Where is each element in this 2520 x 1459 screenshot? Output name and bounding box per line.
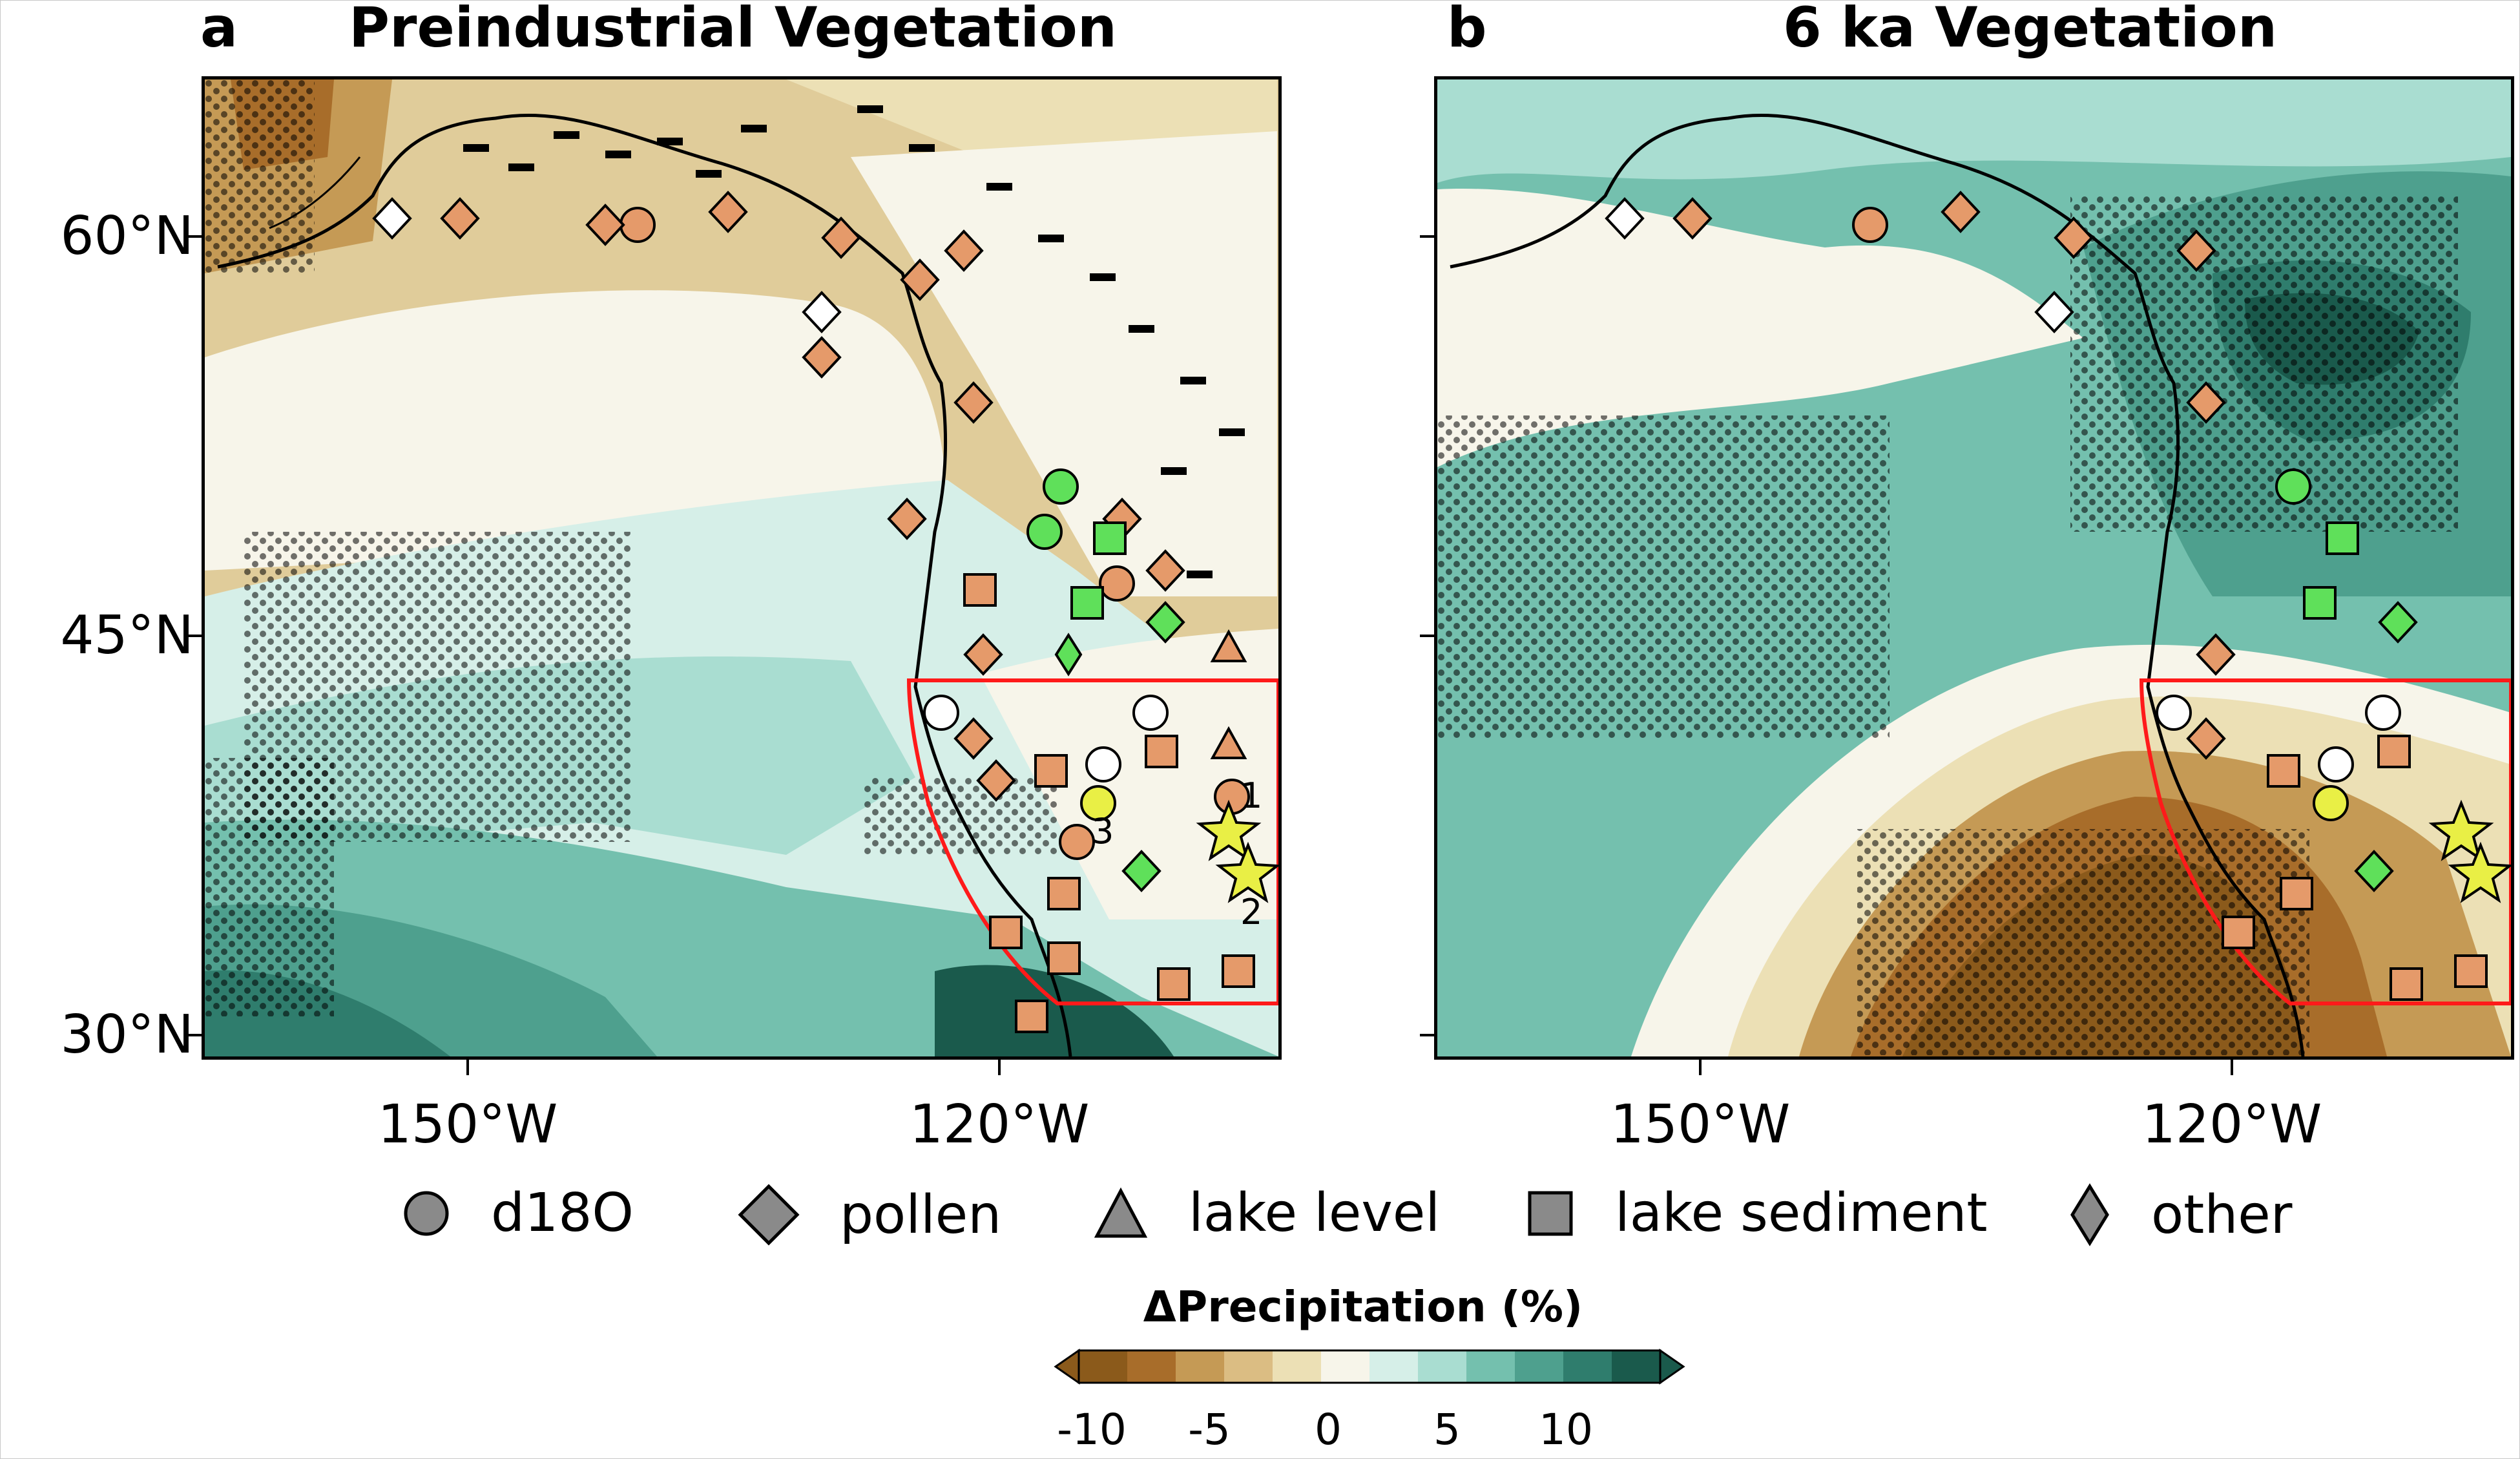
- site-number-3: 3: [1092, 811, 1114, 852]
- lat-tick: [187, 235, 203, 238]
- lat-tick: [1420, 1034, 1435, 1036]
- lon-label-a-150w: 150°W: [377, 1094, 558, 1155]
- colorbar: [1054, 1349, 1685, 1385]
- stipple-bering: [205, 79, 315, 273]
- lat-tick: [1420, 635, 1435, 637]
- coastline-detail: [269, 156, 361, 229]
- map-a-svg: [205, 79, 1278, 1056]
- lon-tick: [998, 1060, 1001, 1075]
- stipple-southwest: [205, 758, 334, 1016]
- colorbar-extend-low: [1054, 1349, 1080, 1385]
- map-panel-b: [1434, 76, 2514, 1060]
- lat-label-60n: 60°N: [60, 205, 194, 267]
- colorbar-tick-label: -5: [1188, 1405, 1231, 1454]
- legend-label-d18o: d18O: [491, 1182, 634, 1244]
- lat-label-30n: 30°N: [60, 1004, 194, 1065]
- square-icon: [1528, 1191, 1573, 1235]
- legend-label-lake-sediment: lake sediment: [1615, 1182, 1988, 1244]
- panel-b-letter: b: [1447, 0, 1487, 60]
- legend-item-pollen: pollen: [736, 1182, 1001, 1247]
- colorbar-segment: [1079, 1350, 1128, 1383]
- panel-a-title: Preindustrial Vegetation: [349, 0, 1118, 60]
- colorbar-segment: [1176, 1350, 1225, 1383]
- stipple-ocean: [1437, 415, 1890, 739]
- lon-label-b-120w: 120°W: [2141, 1094, 2322, 1155]
- field-neutral-west: [1437, 189, 2083, 467]
- map-panel-a: [202, 76, 1282, 1060]
- coastline: [1450, 113, 2305, 1056]
- thin-diamond-icon: [2070, 1183, 2109, 1246]
- colorbar-tick-label: 10: [1539, 1405, 1593, 1454]
- legend-item-d18o: d18O: [401, 1182, 634, 1244]
- colorbar-tick-label: 5: [1433, 1405, 1461, 1454]
- colorbar-segment: [1418, 1350, 1467, 1383]
- colorbar-segment: [1612, 1350, 1661, 1383]
- region-box: [2139, 678, 2511, 1005]
- panel-b-title: 6 ka Vegetation: [1783, 0, 2278, 60]
- lat-label-45n: 45°N: [60, 605, 194, 666]
- colorbar-segment: [1321, 1350, 1370, 1383]
- legend-item-lake-level: lake level: [1092, 1182, 1440, 1244]
- lat-tick: [1420, 235, 1435, 238]
- lon-tick: [1699, 1060, 1702, 1075]
- field-neutral-southeast: [980, 629, 1278, 919]
- legend-item-other: other: [2067, 1182, 2292, 1247]
- colorbar-segment: [1563, 1350, 1612, 1383]
- legend-label-other: other: [2151, 1184, 2293, 1246]
- panel-a-letter: a: [200, 0, 238, 60]
- legend-label-lake-level: lake level: [1189, 1182, 1441, 1244]
- colorbar-segment: [1515, 1350, 1564, 1383]
- colorbar-extend-high: [1659, 1349, 1685, 1385]
- lon-tick: [466, 1060, 469, 1075]
- lon-tick: [2231, 1060, 2233, 1075]
- legend-item-lake-sediment: lake sediment: [1525, 1182, 1988, 1244]
- colorbar-tick-label: -10: [1057, 1405, 1127, 1454]
- circle-icon: [404, 1191, 449, 1235]
- triangle-icon: [1094, 1187, 1148, 1237]
- site-number-2: 2: [1240, 892, 1263, 932]
- lon-label-b-150w: 150°W: [1610, 1094, 1791, 1155]
- legend-label-pollen: pollen: [840, 1184, 1002, 1246]
- field-light-north: [366, 79, 1277, 157]
- field-wet-north: [1437, 79, 2511, 183]
- lat-tick: [187, 1034, 203, 1036]
- lon-label-a-120w: 120°W: [909, 1094, 1090, 1155]
- diamond-icon: [738, 1184, 800, 1246]
- colorbar-segment: [1466, 1350, 1515, 1383]
- colorbar-segment: [1273, 1350, 1322, 1383]
- coastline: [217, 113, 1072, 1056]
- colorbar-segment: [1224, 1350, 1273, 1383]
- site-number-1: 1: [1240, 775, 1263, 816]
- stipple-east: [2070, 196, 2458, 532]
- region-box: [906, 678, 1278, 1005]
- map-b-svg: [1437, 79, 2511, 1056]
- colorbar-outline: [1078, 1349, 1661, 1384]
- colorbar-title: ΔPrecipitation (%): [1143, 1282, 1583, 1332]
- proxy-markers: [1605, 191, 2511, 1001]
- colorbar-segment: [1369, 1350, 1419, 1383]
- field-wet-max-south: [935, 965, 1174, 1056]
- colorbar-segment: [1127, 1350, 1176, 1383]
- proxy-markers: [372, 191, 1278, 1033]
- colorbar-tick-label: 0: [1315, 1405, 1342, 1454]
- lat-tick: [187, 635, 203, 637]
